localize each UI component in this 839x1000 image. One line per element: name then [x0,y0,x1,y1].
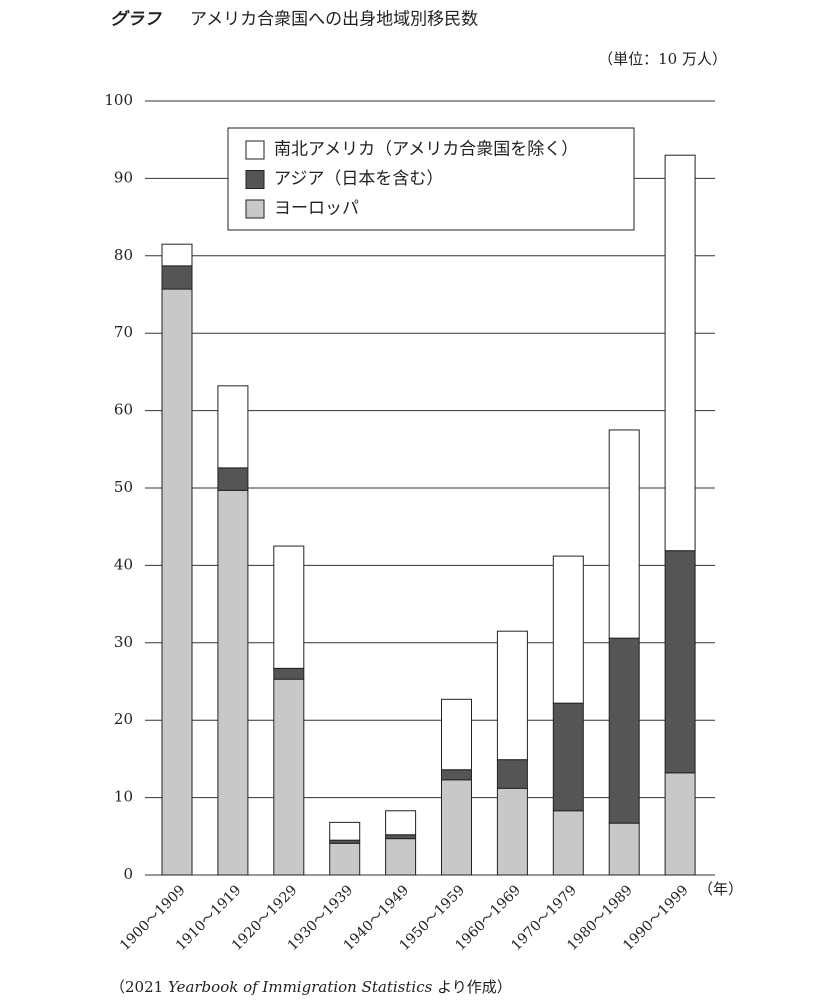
bar-segment [217,489,249,876]
x-unit-label: （年） [698,880,743,898]
bar-segment [608,429,640,639]
bar-segment [273,667,305,680]
bar-segment [664,550,696,774]
y-tick-label: 70 [114,323,133,341]
bar-segment [552,810,584,876]
bar-segment [664,772,696,876]
bar-segment [385,838,417,876]
bar-segment [385,834,417,840]
y-tick-label: 10 [114,788,133,806]
bar-segment [385,810,417,836]
y-tick-label: 40 [114,555,133,573]
bar-segment [496,630,528,761]
y-tick-label: 90 [114,168,133,186]
y-tick-label: 80 [114,246,133,264]
legend-swatch [245,199,265,219]
legend-swatch [245,170,265,189]
bar-segment [441,779,472,876]
bar-segment [329,842,361,876]
y-tick-label: 100 [104,91,133,109]
legend-label: アジア（日本を含む） [274,169,443,189]
bar-segment [217,467,249,491]
legend-label: ヨーロッパ [274,199,359,219]
y-tick-label: 50 [114,478,133,496]
bar-segment [664,154,696,552]
source: （2021 Yearbook of Immigration Statistics… [110,978,512,996]
bar-segment [496,787,528,876]
y-tick-label: 0 [123,865,133,883]
chart-title: アメリカ合衆国への出身地域別移民数 [190,10,478,30]
bar-segment [552,555,584,704]
bar-segment [496,759,528,789]
bar-segment [161,243,193,267]
bar-segment [273,545,305,669]
bar-segment [608,822,640,876]
legend-swatch [245,140,265,160]
bar-segment [441,698,472,771]
source-close: より作成） [437,978,512,996]
y-tick-label: 30 [114,633,133,651]
unit-label: （単位：10 万人） [598,50,727,68]
bar-segment [161,265,193,290]
source-open: （2021 [110,978,163,996]
bar-segment [608,637,640,824]
bar-segment [329,821,361,841]
bar-segment [552,702,584,812]
bar-segment [161,288,193,876]
bar-segment [273,678,305,876]
y-tick-label: 60 [114,401,133,419]
title-label: グラフ [110,10,162,30]
legend-box [227,127,635,231]
y-tick-label: 20 [114,710,133,728]
source-italic: Yearbook of Immigration Statistics [168,978,433,996]
legend-label: 南北アメリカ（アメリカ合衆国を除く） [274,140,578,160]
bar-segment [441,769,472,781]
bar-segment [217,385,249,469]
